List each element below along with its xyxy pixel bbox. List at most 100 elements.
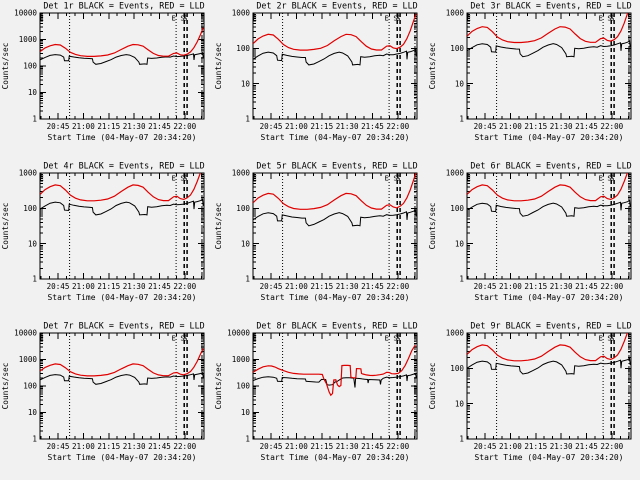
y-tick-label: 100: [450, 364, 464, 373]
x-tick-label: 20:45: [473, 442, 496, 451]
lld-series-red: [39, 173, 201, 202]
x-tick-label: 20:45: [260, 282, 283, 291]
x-tick-label: 22:00: [173, 442, 196, 451]
x-tick-label: 20:45: [47, 122, 70, 131]
x-tick-label: 22:00: [600, 122, 623, 131]
y-tick-label: 100: [237, 44, 251, 53]
x-tick-label: 21:45: [148, 122, 171, 131]
y-tick-label: 1: [459, 435, 464, 444]
axes: 1 10 100 1000 20:45 21:00 21:15 21:30 21:45 22:00: [445, 169, 632, 291]
event-vlines: [282, 13, 416, 119]
plot-cell-8: Det 8r BLACK = Events, RED = LLD 1 10 100 10…: [213, 320, 426, 480]
lld-series-red: [466, 333, 628, 362]
x-tick-label: 21:15: [524, 282, 547, 291]
flag-E: E: [40, 335, 44, 343]
x-tick-label: 20:45: [47, 442, 70, 451]
y-tick-label: 10: [455, 399, 465, 408]
flag-E: E: [385, 175, 389, 183]
y-axis-label: Counts/sec: [428, 202, 437, 249]
flag-S: S: [180, 175, 184, 183]
y-tick-label: 1: [32, 115, 37, 124]
y-tick-label: 100: [450, 204, 464, 213]
y-tick-label: 100: [450, 44, 464, 53]
x-tick-label: 21:30: [123, 442, 146, 451]
plot-title: Det 4r BLACK = Events, RED = LLD: [43, 161, 204, 171]
x-tick-label: 21:45: [575, 282, 598, 291]
x-tick-label: 22:00: [387, 282, 410, 291]
plot-cell-5: Det 5r BLACK = Events, RED = LLD 1 10 100 10…: [213, 160, 426, 320]
x-tick-label: 20:45: [260, 442, 283, 451]
x-tick-label: 21:45: [148, 442, 171, 451]
flag-letters: E E SS: [253, 15, 401, 23]
flag-letters: E E SS: [466, 335, 614, 343]
flag-letters: E E SS: [253, 175, 401, 183]
x-tick-label: 21:30: [336, 122, 359, 131]
plot-cell-7: Det 7r BLACK = Events, RED = LLD 1 10 100 10…: [0, 320, 213, 480]
lld-series-red: [466, 13, 629, 44]
flag-E: E: [466, 335, 470, 343]
plot-cell-1: Det 1r BLACK = Events, RED = LLD 1 10 100 10…: [0, 0, 213, 160]
y-tick-label: 100: [23, 204, 37, 213]
x-tick-label: 21:00: [285, 282, 308, 291]
flag-S: S: [183, 335, 187, 343]
y-tick-label: 1000: [445, 329, 464, 338]
plot-det-4r: Det 4r BLACK = Events, RED = LLD 1 10 100 10…: [1, 161, 205, 302]
y-axis-label: Counts/sec: [428, 362, 437, 409]
x-tick-label: 21:00: [499, 442, 522, 451]
x-axis-label: Start Time (04-May-07 20:34:20): [47, 453, 196, 462]
flag-letters: E E SS: [40, 175, 188, 183]
x-tick-label: 22:00: [600, 282, 623, 291]
x-tick-label: 21:00: [72, 122, 95, 131]
y-tick-label: 1000: [19, 35, 38, 44]
y-tick-label: 1000: [445, 169, 464, 178]
x-tick-label: 21:00: [72, 442, 95, 451]
events-series-black: [466, 40, 631, 58]
axes: 1 10 100 1000 20:45 21:00 21:15 21:30 21:45 22:00: [445, 9, 632, 131]
plot-det-9r: Det 9r BLACK = Events, RED = LLD 1 10 100 10…: [428, 321, 632, 462]
y-tick-label: 1: [459, 115, 464, 124]
x-tick-label: 21:45: [361, 282, 384, 291]
flag-E: E: [466, 15, 470, 23]
axes: 1 10 100 1000 10000 20:45 21:00 21:15 21:30 21:45…: [14, 329, 205, 451]
x-tick-label: 22:00: [387, 122, 410, 131]
plot-det-8r: Det 8r BLACK = Events, RED = LLD 1 10 100 10…: [214, 321, 418, 462]
flag-E: E: [171, 335, 175, 343]
x-tick-label: 21:15: [311, 442, 334, 451]
flag-S: S: [610, 15, 614, 23]
y-tick-label: 10: [455, 239, 465, 248]
flag-letters: E E SS: [253, 335, 401, 343]
event-vlines: [282, 173, 416, 279]
x-axis-label: Start Time (04-May-07 20:34:20): [47, 293, 196, 302]
x-tick-label: 21:45: [575, 442, 598, 451]
event-vlines: [495, 13, 630, 119]
event-vlines: [69, 13, 203, 119]
x-tick-label: 21:30: [336, 282, 359, 291]
flag-E: E: [598, 335, 602, 343]
plot-det-7r: Det 7r BLACK = Events, RED = LLD 1 10 100 10…: [1, 321, 205, 462]
flag-E: E: [253, 15, 257, 23]
flag-E: E: [40, 15, 44, 23]
x-tick-label: 21:15: [311, 122, 334, 131]
axes: 1 10 100 1000 20:45 21:00 21:15 21:30 21:45 22:00: [445, 329, 632, 451]
event-vlines: [69, 173, 203, 279]
x-tick-label: 21:30: [549, 122, 572, 131]
plot-cell-6: Det 6r BLACK = Events, RED = LLD 1 10 100 10…: [427, 160, 640, 320]
x-tick-label: 21:15: [524, 442, 547, 451]
y-tick-label: 10: [241, 239, 251, 248]
events-series-black: [39, 198, 204, 216]
x-tick-label: 22:00: [173, 282, 196, 291]
y-tick-label: 1000: [19, 169, 38, 178]
y-axis-label: Counts/sec: [1, 42, 10, 89]
y-tick-label: 10: [28, 239, 38, 248]
x-tick-label: 21:00: [499, 122, 522, 131]
plot-title: Det 6r BLACK = Events, RED = LLD: [470, 161, 631, 171]
y-tick-label: 10: [28, 88, 38, 97]
flag-letters: E E SS: [40, 15, 188, 23]
plot-title: Det 3r BLACK = Events, RED = LLD: [470, 1, 631, 11]
plot-title: Det 1r BLACK = Events, RED = LLD: [43, 1, 204, 11]
flag-E: E: [253, 335, 257, 343]
x-axis-label: Start Time (04-May-07 20:34:20): [261, 133, 410, 142]
flag-S: S: [394, 335, 398, 343]
lld-series-red: [466, 173, 628, 202]
flag-S: S: [610, 335, 614, 343]
